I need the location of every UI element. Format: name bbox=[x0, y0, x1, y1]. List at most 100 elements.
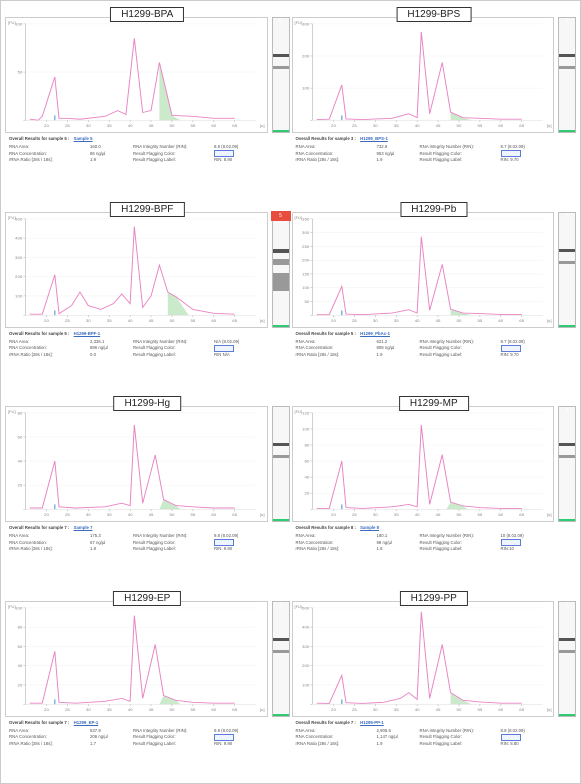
chart-svg: 20253035404550556065[s]50100150200250300… bbox=[293, 213, 554, 327]
results-table: RNA Area:537.9RNA Integrity Number (RIN)… bbox=[9, 728, 241, 747]
svg-text:50: 50 bbox=[170, 707, 176, 712]
y-unit-label: [FU] bbox=[295, 409, 303, 414]
panel-title: H1299-EP bbox=[113, 591, 181, 606]
result-cell: RNA Concentration: bbox=[9, 734, 90, 741]
result-cell: 1.8 bbox=[90, 546, 133, 552]
page-border: H1299-BPA20253035404550556065[s]50100[FU… bbox=[0, 0, 581, 784]
result-cell: rRNA Ratio [28s / 18s]: bbox=[9, 741, 90, 747]
gel-band bbox=[273, 714, 289, 716]
result-cell: 1.7 bbox=[90, 741, 133, 747]
svg-text:55: 55 bbox=[190, 123, 196, 128]
svg-text:35: 35 bbox=[107, 123, 113, 128]
sample-link[interactable]: Sample 8 bbox=[360, 525, 379, 530]
gel-lane-number: 7 bbox=[559, 602, 575, 608]
electropherogram-chart: 20253035404550556065[s]50100[FU] bbox=[5, 17, 268, 133]
gel-lane-number: 8 bbox=[559, 407, 575, 413]
results-table: RNA Area:180.1RNA Integrity Number (RIN)… bbox=[296, 533, 527, 552]
result-cell: RNA Concentration: bbox=[296, 345, 377, 352]
gel-lane-number: 3 bbox=[559, 18, 575, 24]
svg-text:20: 20 bbox=[331, 318, 337, 323]
y-unit-label: [FU] bbox=[8, 604, 16, 609]
result-cell: Result Flagging Color: bbox=[133, 150, 214, 157]
sample-link[interactable]: H1299-BPF-1 bbox=[74, 331, 101, 336]
svg-text:250: 250 bbox=[302, 244, 310, 249]
svg-text:200: 200 bbox=[302, 54, 310, 59]
chart-svg: 20253035404550556065[s]20406080100 bbox=[6, 602, 267, 716]
result-cell: RNA Concentration: bbox=[9, 150, 90, 157]
svg-text:500: 500 bbox=[15, 216, 23, 221]
gel-lane: 5 bbox=[272, 212, 290, 328]
result-cell: rRNA Ratio [28s / 18s]: bbox=[9, 352, 90, 358]
svg-text:30: 30 bbox=[372, 123, 378, 128]
gel-band bbox=[559, 443, 575, 446]
svg-text:400: 400 bbox=[15, 235, 23, 240]
results-table: RNA Area:2,336.1RNA Integrity Number (RI… bbox=[9, 339, 242, 358]
result-cell: 1.9 bbox=[377, 157, 420, 163]
svg-text:50: 50 bbox=[304, 299, 310, 304]
electropherogram-chart: 20253035404550556065[s]20406080100[FU] bbox=[5, 601, 268, 717]
sample-link[interactable]: H1299-PP-1 bbox=[360, 720, 384, 725]
sample-link[interactable]: H1299_EP-1 bbox=[74, 720, 99, 725]
svg-text:[s]: [s] bbox=[546, 707, 551, 712]
gel-lane: 3 bbox=[558, 17, 576, 133]
svg-text:30: 30 bbox=[86, 707, 92, 712]
chart-row: 20253035404550556065[s]20406080100120[FU… bbox=[292, 394, 577, 522]
chart-svg: 20253035404550556065[s]100200300400500 bbox=[293, 602, 554, 716]
gel-band bbox=[559, 455, 575, 458]
sample-link[interactable]: H1299_BPS-1 bbox=[360, 136, 388, 141]
svg-text:25: 25 bbox=[351, 318, 357, 323]
result-cell: Result Flagging Color: bbox=[133, 539, 214, 546]
chart-row: 20253035404550556065[s]100200300[FU]3 bbox=[292, 5, 577, 133]
gel-band bbox=[273, 259, 289, 265]
flag-color-swatch bbox=[214, 734, 234, 741]
svg-text:45: 45 bbox=[149, 123, 155, 128]
svg-text:60: 60 bbox=[498, 318, 504, 323]
chart-row: 20253035404550556065[s]50100150200250300… bbox=[292, 200, 577, 328]
svg-text:55: 55 bbox=[477, 123, 483, 128]
electropherogram-chart: 20253035404550556065[s]50100150200250300… bbox=[292, 212, 555, 328]
sample-link[interactable]: H1299_PbAc-1 bbox=[360, 331, 390, 336]
result-cell: 1.9 bbox=[377, 741, 420, 747]
flag-color-swatch bbox=[214, 539, 234, 546]
result-cell: rRNA Ratio [28s / 18s]: bbox=[296, 741, 377, 747]
svg-text:[s]: [s] bbox=[260, 318, 265, 323]
result-cell: 953 ng/µl bbox=[377, 150, 420, 157]
result-cell: 206 ng/µl bbox=[90, 734, 133, 741]
result-cell: Result Flagging Label: bbox=[133, 546, 214, 552]
result-cell: 808 ng/µl bbox=[377, 345, 420, 352]
chart-svg: 20253035404550556065[s]20406080100120 bbox=[293, 407, 554, 521]
sample-link[interactable]: Sample 7 bbox=[74, 525, 93, 530]
svg-text:35: 35 bbox=[107, 512, 113, 517]
result-cell: Result Flagging Color: bbox=[133, 734, 214, 741]
result-cell: RNA Concentration: bbox=[9, 539, 90, 546]
flag-color-swatch bbox=[214, 345, 234, 352]
svg-text:55: 55 bbox=[190, 707, 196, 712]
gel-lane: 5 bbox=[558, 212, 576, 328]
y-unit-label: [FU] bbox=[8, 409, 16, 414]
flag-color-swatch bbox=[501, 345, 521, 352]
svg-text:[s]: [s] bbox=[546, 123, 551, 128]
svg-text:25: 25 bbox=[351, 123, 357, 128]
panel: H1299-PP20253035404550556065[s]100200300… bbox=[292, 589, 577, 780]
gel-lane-number: 7 bbox=[273, 602, 289, 608]
svg-text:80: 80 bbox=[304, 443, 310, 448]
svg-text:100: 100 bbox=[15, 22, 23, 27]
electropherogram-chart: 20253035404550556065[s]100200300[FU] bbox=[292, 17, 555, 133]
svg-text:20: 20 bbox=[304, 491, 310, 496]
result-cell bbox=[501, 539, 527, 546]
sample-link[interactable]: Sample 5 bbox=[74, 136, 93, 141]
result-cell: 1.8 bbox=[377, 546, 420, 552]
result-cell: rRNA Ratio [28s / 18s]: bbox=[296, 157, 377, 163]
svg-text:30: 30 bbox=[86, 123, 92, 128]
results-header: Overall Results for sample 5 : Sample 5 bbox=[9, 136, 290, 142]
svg-text:20: 20 bbox=[44, 707, 50, 712]
svg-text:50: 50 bbox=[17, 70, 23, 75]
result-cell: Result Flagging Label: bbox=[133, 352, 214, 358]
results-block: Overall Results for sample 5 : Sample 5 R… bbox=[5, 136, 290, 163]
electropherogram-chart: 20253035404550556065[s]100200300400500[F… bbox=[5, 212, 268, 328]
svg-text:65: 65 bbox=[232, 318, 238, 323]
svg-text:100: 100 bbox=[302, 427, 310, 432]
svg-text:80: 80 bbox=[17, 411, 23, 416]
svg-text:45: 45 bbox=[435, 512, 441, 517]
svg-text:20: 20 bbox=[44, 318, 50, 323]
